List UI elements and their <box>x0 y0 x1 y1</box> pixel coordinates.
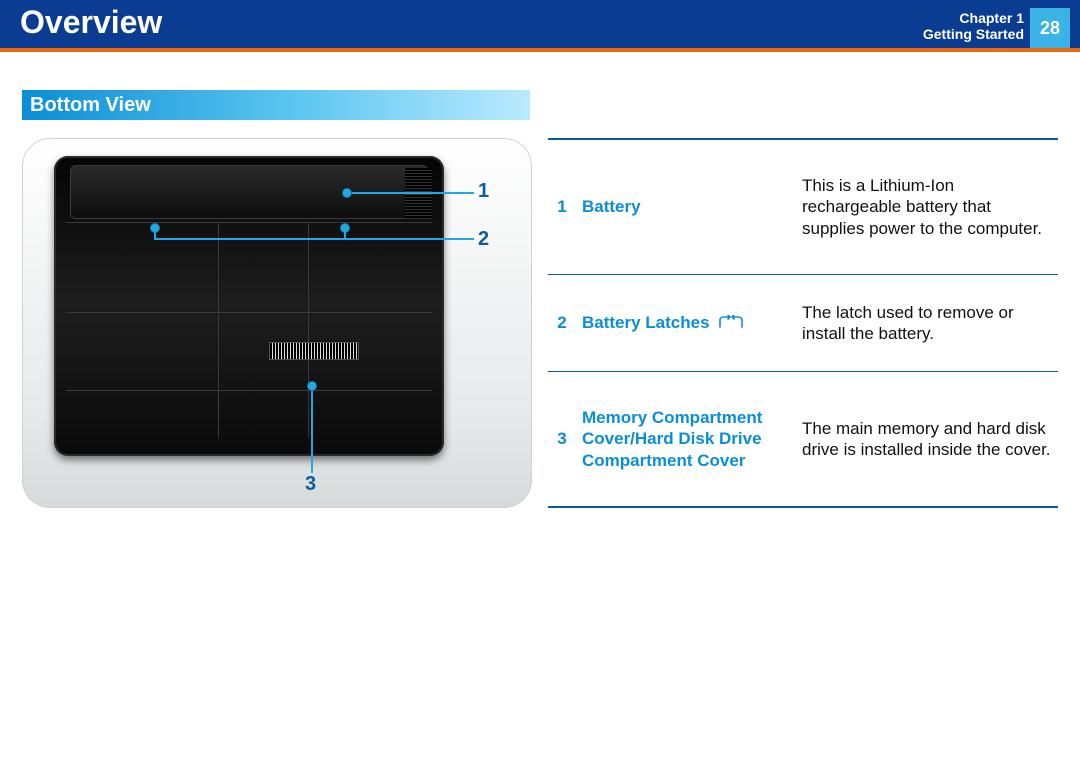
part-desc: The main memory and hard disk drive is i… <box>796 372 1058 507</box>
part-number: 2 <box>548 274 576 371</box>
part-name-text: Battery Latches <box>582 313 710 332</box>
laptop-bottom-illustration <box>54 156 444 456</box>
callout-line-1 <box>352 192 474 194</box>
table-row: 3 Memory Compartment Cover/Hard Disk Dri… <box>548 372 1058 507</box>
content-row: 1 2 3 1 Battery This is a Lithium-Ion re… <box>0 138 1080 508</box>
chapter-line2: Getting Started <box>923 26 1024 42</box>
callout-line-2c <box>154 238 474 240</box>
device-diagram-panel: 1 2 3 <box>22 138 532 508</box>
table-row: 2 Battery Latches The latch used to remo… <box>548 274 1058 371</box>
parts-table: 1 Battery This is a Lithium-Ion recharge… <box>548 138 1058 508</box>
chapter-block: Chapter 1 Getting Started 28 <box>923 0 1080 52</box>
callout-dot-3 <box>307 381 317 391</box>
part-desc: The latch used to remove or install the … <box>796 274 1058 371</box>
part-name: Memory Compartment Cover/Hard Disk Drive… <box>576 372 796 507</box>
section-heading: Bottom View <box>22 90 530 120</box>
callout-number-2: 2 <box>478 228 489 251</box>
page-number: 28 <box>1030 8 1070 48</box>
part-number: 1 <box>548 139 576 274</box>
chapter-line1: Chapter 1 <box>923 10 1024 26</box>
part-name: Battery <box>576 139 796 274</box>
callout-number-3: 3 <box>305 473 316 496</box>
part-desc: This is a Lithium-Ion rechargeable batte… <box>796 139 1058 274</box>
callout-dot-1 <box>342 188 352 198</box>
page-title: Overview <box>20 4 162 41</box>
callout-line-3 <box>311 391 313 473</box>
part-name: Battery Latches <box>576 274 796 371</box>
callout-number-1: 1 <box>478 180 489 203</box>
latch-icon <box>718 313 744 334</box>
table-row: 1 Battery This is a Lithium-Ion recharge… <box>548 139 1058 274</box>
chapter-text: Chapter 1 Getting Started <box>923 10 1030 42</box>
header-bar: Overview Chapter 1 Getting Started 28 <box>0 0 1080 52</box>
part-number: 3 <box>548 372 576 507</box>
